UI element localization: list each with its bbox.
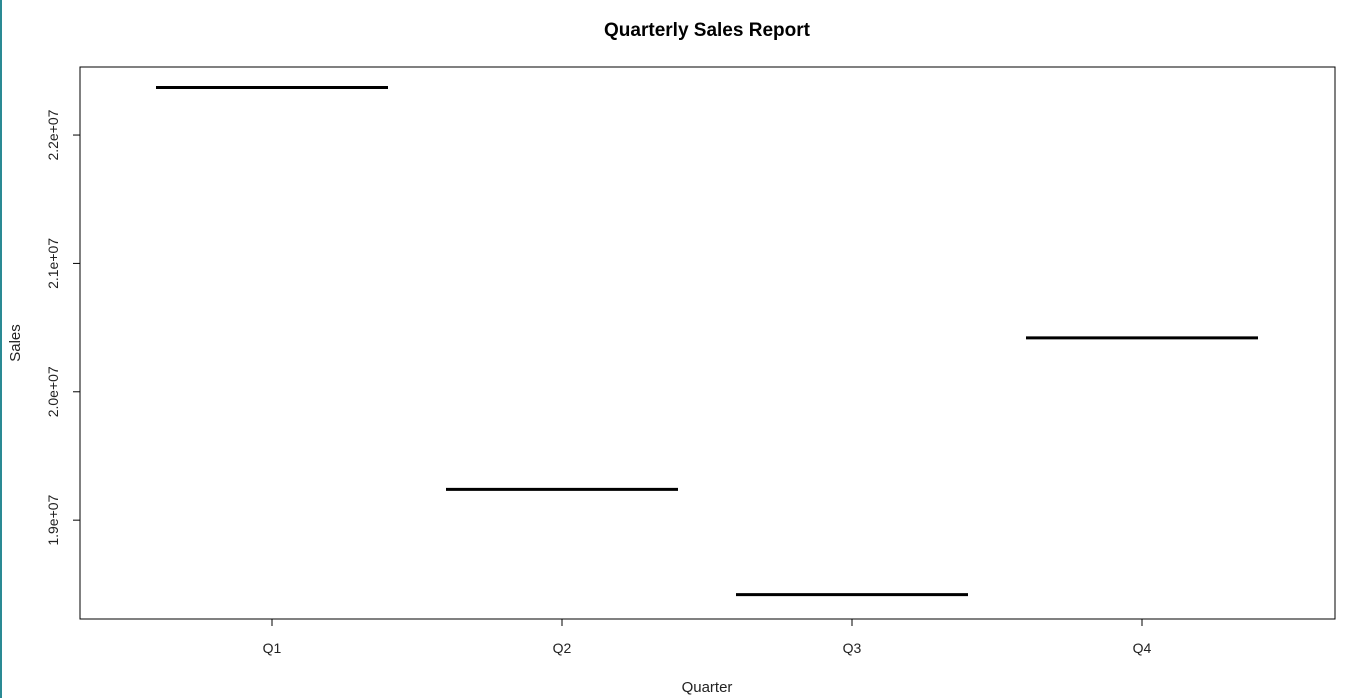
- data-marks: [156, 86, 1258, 597]
- y-tick-label: 1.9e+07: [45, 494, 61, 545]
- plot-frame: [79, 66, 1336, 620]
- y-tick-label: 2.1e+07: [45, 238, 61, 289]
- chart-title: Quarterly Sales Report: [604, 20, 811, 41]
- x-tick-label: Q3: [843, 640, 862, 656]
- y-tick-label: 2.2e+07: [45, 109, 61, 160]
- x-tick-label: Q2: [553, 640, 572, 656]
- x-tick-label: Q4: [1133, 640, 1152, 656]
- y-axis-label: Sales: [7, 324, 24, 362]
- x-axis: Q1 Q2 Q3 Q4: [263, 618, 1152, 656]
- y-axis: 1.9e+07 2.0e+07 2.1e+07 2.2e+07: [45, 109, 81, 546]
- window-edge: [0, 0, 2, 698]
- x-axis-label: Quarter: [682, 679, 733, 696]
- x-tick-label: Q1: [263, 640, 282, 656]
- y-tick-label: 2.0e+07: [45, 366, 61, 417]
